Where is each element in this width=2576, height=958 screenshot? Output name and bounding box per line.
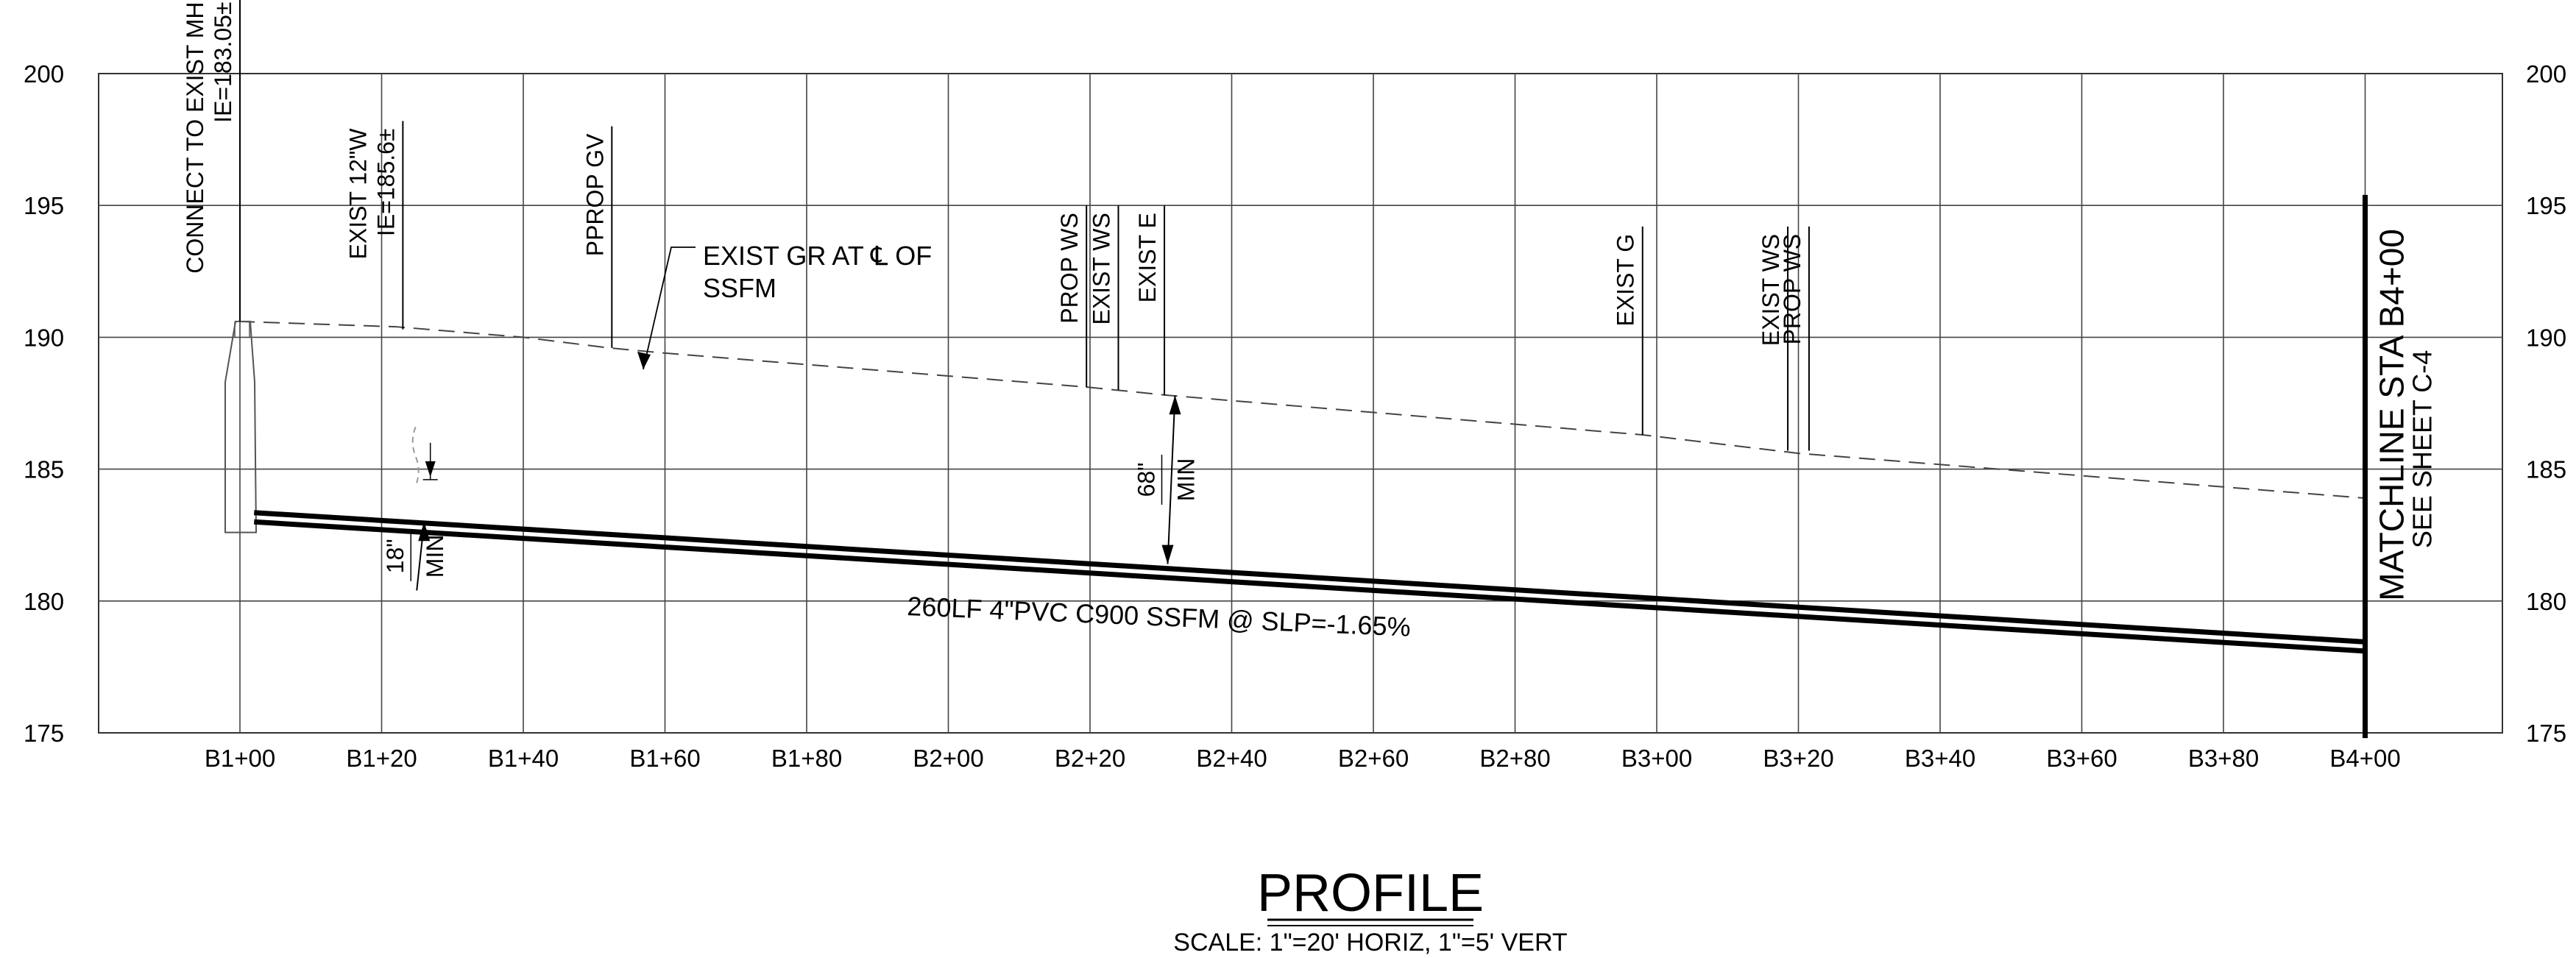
exist-water-arrow [425, 461, 436, 478]
x-tick-label: B1+80 [771, 745, 842, 772]
y-tick-label-left: 190 [24, 324, 64, 351]
x-tick-label: B2+20 [1055, 745, 1125, 772]
cover-value: 68" [1133, 462, 1160, 497]
x-tick-label: B2+60 [1338, 745, 1409, 772]
x-tick-label: B2+00 [913, 745, 983, 772]
cover-dimension [1167, 395, 1176, 564]
existing-ground [238, 320, 2366, 500]
x-tick-label: B2+40 [1196, 745, 1267, 772]
callout-text: EXIST G [1613, 234, 1639, 327]
callout-4: EXIST WS [1089, 205, 1119, 391]
manhole-outline [224, 320, 258, 533]
profile-title-block: PROFILE SCALE: 1"=20' HORIZ, 1"=5' VERT [1173, 864, 1567, 957]
x-tick-label: B4+00 [2329, 745, 2400, 772]
callout-text: IE=183.05± [210, 1, 236, 122]
x-tick-label: B3+00 [1621, 745, 1692, 772]
svg-text:EXIST GR AT ℄ OF: EXIST GR AT ℄ OF [703, 241, 932, 271]
matchline-sheet-ref: SEE SHEET C-4 [2407, 350, 2438, 548]
callout-8: PROP WS [1779, 226, 1810, 451]
min-cover-68: 68" MIN [1133, 395, 1200, 564]
y-tick-label-right: 185 [2526, 456, 2566, 483]
y-tick-label-left: 195 [24, 192, 64, 219]
x-tick-label: B1+20 [346, 745, 417, 772]
callout-7: EXIST WS [1758, 226, 1789, 451]
y-tick-label-left: 200 [24, 60, 64, 88]
x-axis: B1+00 B1+20 B1+40 B1+60 B1+80 B2+00 B2+20 B2+40… [205, 745, 2401, 772]
y-tick-label-left: 185 [24, 456, 64, 483]
callouts: CONNECT TO EXIST MH IE=183.05±EXIST 12"W I… [182, 0, 1810, 451]
scale-note: SCALE: 1"=20' HORIZ, 1"=5' VERT [1173, 929, 1567, 957]
callout-text: EXIST WS [1089, 213, 1115, 324]
x-tick-label: B1+40 [488, 745, 559, 772]
callout-text: EXIST WS [1758, 234, 1784, 346]
pipe-label: 260LF 4"PVC C900 SSFM @ SLP=-1.65% [907, 591, 1412, 642]
y-tick-label-right: 200 [2526, 60, 2566, 88]
callout-6: EXIST G [1613, 226, 1643, 436]
plot-frame [98, 73, 2503, 734]
y-axis-right: 175 180 185 190 195 200 [2526, 60, 2566, 747]
x-tick-label: B3+40 [1905, 745, 1975, 772]
cover-value: 18" [382, 539, 408, 573]
svg-text:SSFM: SSFM [703, 273, 776, 303]
min-cover-18: 18" MIN [382, 522, 448, 591]
cover-min: MIN [1173, 458, 1200, 502]
y-tick-label-right: 190 [2526, 324, 2566, 351]
x-tick-label: B3+20 [1763, 745, 1833, 772]
callout-text: PROP WS [1779, 234, 1805, 345]
profile-title: PROFILE [1257, 864, 1484, 923]
y-tick-label-right: 195 [2526, 192, 2566, 219]
callout-0: CONNECT TO EXIST MH IE=183.05± [182, 0, 241, 322]
pipe-bottom-line [254, 519, 2366, 654]
y-tick-label-right: 175 [2526, 720, 2566, 747]
cover-arrow-bottom [1161, 544, 1174, 564]
proposed-pipe [254, 510, 2366, 654]
callout-1: EXIST 12"W IE=185.6± [344, 121, 404, 330]
callout-text: IE=185.6± [372, 129, 399, 237]
y-tick-label-right: 180 [2526, 588, 2566, 615]
min-cover-notes: 18" MIN 68" MIN [382, 395, 1200, 591]
ground-label: EXIST GR AT ℄ OF SSFM [637, 241, 932, 370]
callout-5: EXIST E [1134, 205, 1166, 396]
cover-arrow-top [418, 522, 431, 542]
grid [98, 73, 2503, 734]
matchline-label: MATCHLINE STA B4+00 [2373, 229, 2411, 601]
callout-text: PPROP GV [581, 133, 608, 256]
x-tick-label: B1+00 [205, 745, 275, 772]
x-tick-label: B2+80 [1479, 745, 1550, 772]
callout-2: PPROP GV [581, 126, 613, 348]
exist-water-glyph [411, 426, 420, 486]
existing-manhole [224, 320, 438, 533]
y-tick-label-left: 180 [24, 588, 64, 615]
callout-text: PROP WS [1056, 213, 1083, 324]
existing-ground-line [238, 320, 2366, 500]
callout-text: CONNECT TO EXIST MH [182, 1, 208, 273]
x-tick-label: B3+60 [2046, 745, 2117, 772]
callout-text: EXIST E [1134, 213, 1161, 302]
cover-arrow-top [1169, 395, 1181, 415]
pipe-top-line [254, 510, 2366, 645]
callout-text: EXIST 12"W [344, 128, 371, 260]
y-axis-left: 175 180 185 190 195 200 [24, 60, 64, 747]
x-tick-label: B3+80 [2188, 745, 2259, 772]
y-tick-label-left: 175 [24, 720, 64, 747]
cover-min: MIN [422, 535, 448, 578]
callout-3: PROP WS [1056, 205, 1088, 388]
x-tick-label: B1+60 [629, 745, 700, 772]
